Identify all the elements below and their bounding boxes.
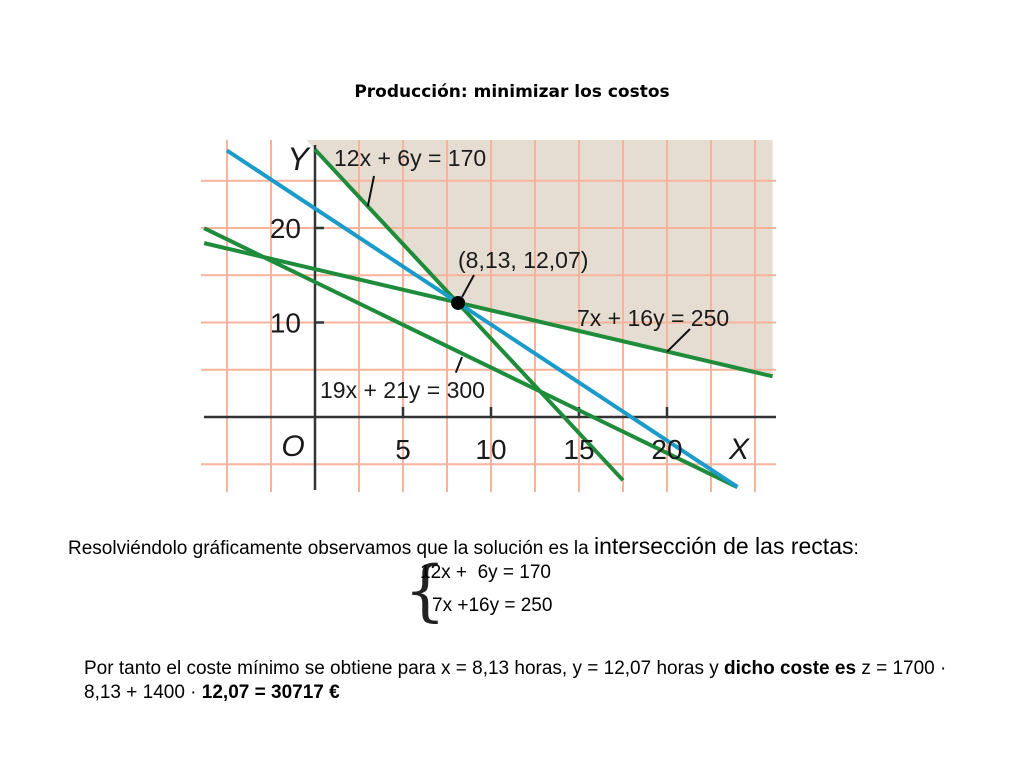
equation-1: 12x + 6y = 170 [420,562,551,583]
label-pointer [366,175,375,207]
y-tick-label: 10 [270,308,301,339]
label-pointer [454,356,463,373]
x-axis-label: X [728,433,750,466]
chart: 5 10 15 20 10 20 O X Y 12x + 6y = 170 7x + 16y = 2… [201,140,776,492]
conclusion-paragraph: Por tanto el coste mínimo se obtiene par… [84,657,964,705]
solution-sentence: Resolviéndolo gráficamente observamos qu… [68,533,859,560]
feasible-region [306,140,773,377]
intersection-point [451,295,466,310]
y-axis-label: Y [287,141,311,177]
origin-label: O [281,430,304,463]
constraint-line [313,148,625,482]
intersection-label: (8,13, 12,07) [458,247,588,273]
solution-sentence-end: : [853,538,859,559]
x-tick-label: 5 [395,434,411,465]
annotation-pointer [461,274,475,298]
series-label: 12x + 6y = 170 [334,145,486,171]
conclusion-formula: z = 1700 · 8,13 + 1400 · [84,658,947,703]
system-brace: { [404,552,446,629]
series-label: 19x + 21y = 300 [320,377,485,403]
cost-line [225,148,739,489]
constraint-line [203,226,739,490]
conclusion-result: 12,07 = 30717 € [201,682,340,703]
solution-sentence-highlight: intersección de las rectas [593,533,854,559]
conclusion-start: Por tanto el coste mínimo se obtiene par… [84,658,725,679]
y-tick-label: 20 [270,213,301,244]
conclusion-bold-1: dicho coste es [724,658,857,679]
equation-2: 7x +16y = 250 [432,595,553,616]
page-title: Producción: minimizar los costos [354,82,670,102]
label-pointer [666,328,691,353]
x-tick-label: 20 [651,434,682,465]
constraint-line [203,241,774,379]
x-tick-label: 15 [563,434,594,465]
x-tick-label: 10 [475,434,506,465]
series-label: 7x + 16y = 250 [577,305,729,331]
solution-sentence-start: Resolviéndolo gráficamente observamos qu… [68,538,594,559]
